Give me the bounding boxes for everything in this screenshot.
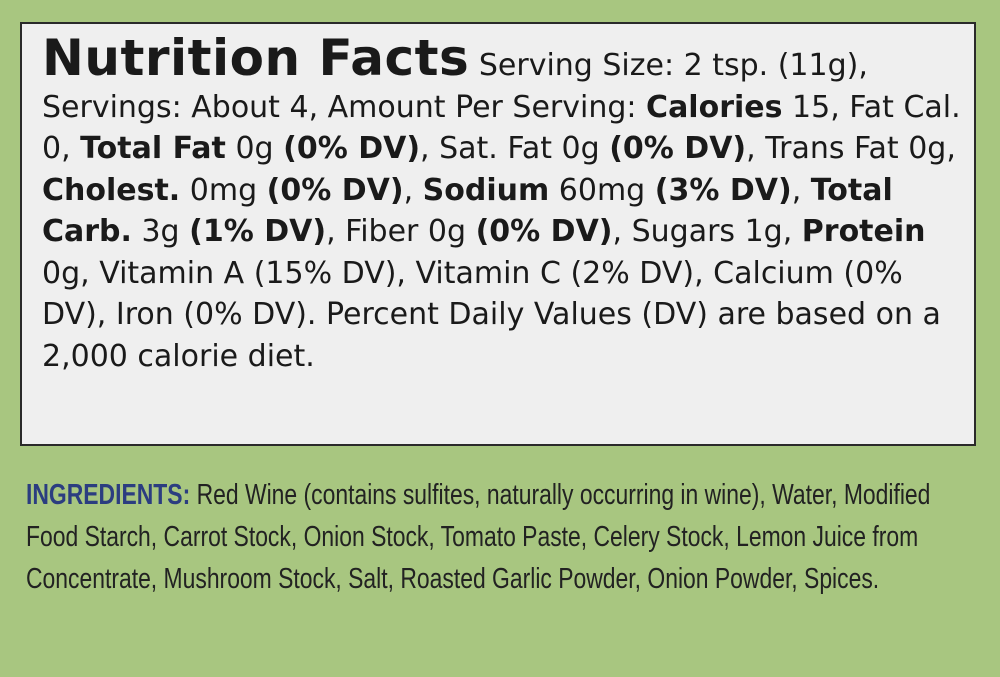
nutrient-bold: (1% DV) — [189, 214, 327, 249]
nutrient-text: , Trans Fat 0g, — [746, 131, 956, 166]
nutrient-bold: Total Fat — [80, 131, 226, 166]
nutrient-bold: (0% DV) — [475, 214, 613, 249]
nutrient-text: 60mg — [549, 172, 655, 208]
nutrient-bold: Protein — [801, 214, 926, 249]
nutrient-text: 0mg — [180, 172, 267, 208]
nutrient-bold: Sodium — [422, 172, 550, 208]
nutrient-text: , Fiber 0g — [326, 214, 476, 249]
nutrient-text: , — [791, 172, 811, 208]
nutrition-box: Nutrition Facts Serving Size: 2 tsp. (11… — [20, 22, 976, 446]
nutrient-bold: Total Carb. — [42, 172, 893, 250]
nutrition-text: Nutrition Facts Serving Size: 2 tsp. (11… — [42, 33, 968, 377]
nutrient-text: , Sugars 1g, — [612, 214, 802, 249]
nutrient-text: 15, Fat Cal. 0, — [42, 89, 961, 167]
nutrient-bold: Calories — [646, 89, 783, 125]
title: Nutrition Facts — [42, 29, 470, 87]
nutrient-bold: (0% DV) — [266, 172, 404, 208]
ingredients-heading: INGREDIENTS: — [26, 479, 191, 511]
nutrient-bold: (0% DV) — [283, 131, 421, 166]
ingredients-text: Red Wine (contains sulfites, naturally o… — [26, 479, 931, 595]
nutrient-bold: (3% DV) — [654, 172, 792, 208]
nutrient-text: 0g, Vitamin A (15% DV), Vitamin C (2% DV… — [42, 255, 941, 374]
ingredients: INGREDIENTS: Red Wine (contains sulfites… — [26, 474, 966, 600]
nutrient-bold: (0% DV) — [609, 131, 747, 166]
nutrient-text: , — [403, 172, 423, 208]
nutrient-text: 0g — [225, 131, 284, 166]
nutrient-text: 3g — [131, 214, 190, 249]
nutrient-text: Serving Size: 2 tsp. (11g), Servings: Ab… — [42, 48, 868, 125]
nutrient-text: , Sat. Fat 0g — [420, 131, 610, 166]
nutrient-bold: Cholest. — [42, 172, 181, 208]
